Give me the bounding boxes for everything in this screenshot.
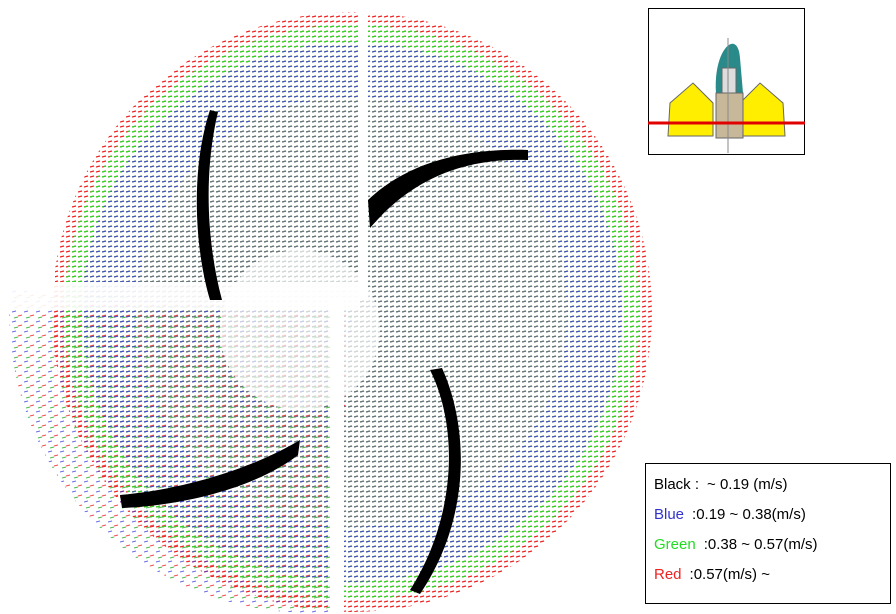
legend-row: Green :0.38 ~ 0.57(m/s): [654, 536, 890, 566]
disk: [9, 12, 652, 613]
inset-diagram: [648, 8, 805, 155]
blades: [120, 110, 528, 594]
legend-range: :0.57(m/s) ~: [689, 566, 770, 583]
legend-range: :0.19 ~ 0.38(m/s): [692, 506, 806, 523]
legend-row: Black : ~ 0.19 (m/s): [654, 476, 890, 506]
vector-field: [9, 12, 652, 613]
legend: Black : ~ 0.19 (m/s) Blue :0.19 ~ 0.38(m/s)…: [645, 463, 891, 604]
legend-name: Blue: [654, 506, 685, 523]
legend-name: Green: [654, 536, 696, 553]
legend-row: Red :0.57(m/s) ~: [654, 566, 890, 596]
legend-name: Red: [654, 566, 682, 583]
legend-name: Black :: [654, 476, 700, 493]
legend-row: Blue :0.19 ~ 0.38(m/s): [654, 506, 890, 536]
legend-range: :0.38 ~ 0.57(m/s): [703, 536, 818, 553]
legend-range: ~ 0.19 (m/s): [707, 476, 788, 493]
